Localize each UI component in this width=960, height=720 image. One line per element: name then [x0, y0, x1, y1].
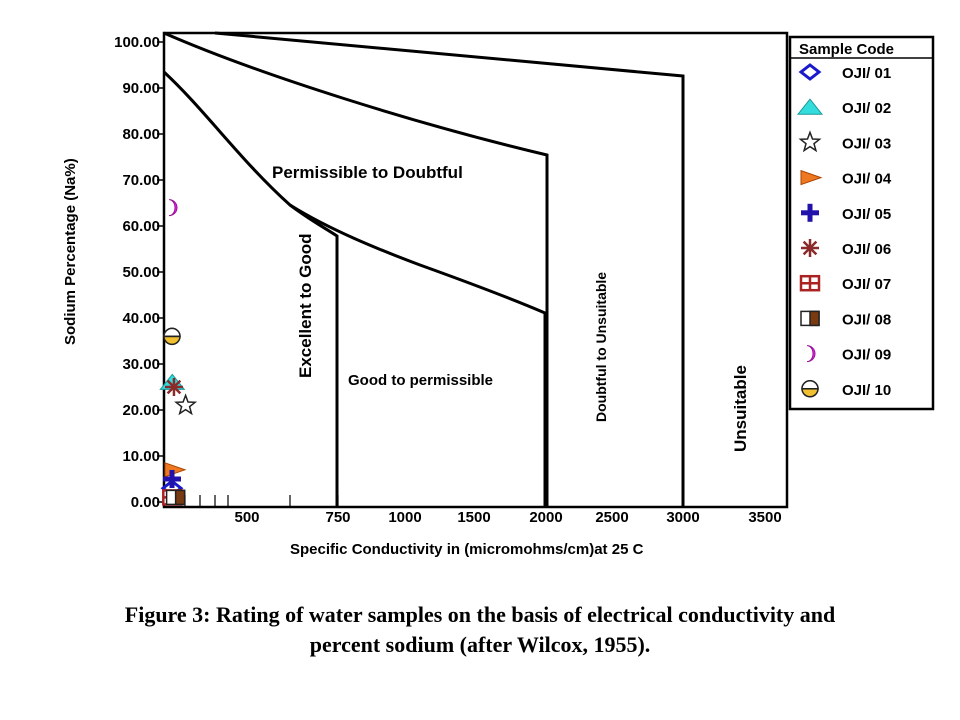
point-oji-06 — [164, 378, 183, 396]
y-axis-title: Sodium Percentage (Na%) — [62, 158, 79, 345]
y-tick-label: 40.00 — [122, 310, 160, 327]
legend-marker-oji-08 — [800, 310, 820, 327]
x-axis-title-suffix: at 25 C — [594, 541, 643, 558]
y-tick-label: 70.00 — [122, 172, 160, 189]
y-tick-label: 80.00 — [122, 126, 160, 143]
point-oji-10 — [163, 327, 181, 346]
legend-marker-oji-01 — [798, 63, 822, 81]
region-unsuitable: Unsuitable — [731, 365, 750, 452]
legend-item-oji-10: OJI/ 10 — [801, 380, 891, 399]
sample-points — [159, 199, 198, 506]
legend-label-oji-05: OJI/ 05 — [842, 206, 891, 223]
legend-marker-oji-04 — [800, 169, 823, 186]
x-axis: 500 750 1000 1500 2000 2500 3000 3500 — [184, 495, 782, 526]
legend-label-oji-09: OJI/ 09 — [842, 347, 891, 364]
wilcox-diagram: 0.00 10.00 20.00 30.00 40.00 50.00 60.00 70.00 8… — [62, 31, 935, 558]
caption-line-2: percent sodium (after Wilcox, 1955). — [309, 632, 651, 657]
legend-title: Sample Code — [799, 41, 894, 58]
point-oji-04 — [164, 462, 187, 478]
x-tick-label: 2000 — [529, 509, 562, 526]
legend-marker-oji-02 — [796, 98, 824, 115]
legend-label-oji-08: OJI/ 08 — [842, 311, 891, 328]
legend-items: OJI/ 01 OJI/ 02 OJI/ 03 OJI/ 04 OJI/ 05 OJI/ … — [796, 63, 892, 399]
legend-label-oji-10: OJI/ 10 — [842, 382, 891, 399]
legend-label-oji-04: OJI/ 04 — [842, 171, 892, 188]
point-oji-05 — [163, 470, 181, 488]
legend-item-oji-08: OJI/ 08 — [800, 310, 891, 328]
x-tick-label: 1500 — [457, 509, 490, 526]
caption-line-1: Figure 3: Rating of water samples on the… — [124, 602, 836, 627]
x-axis-title-main: Specific Conductivity in (micromohms/cm) — [290, 541, 594, 558]
region-permissible-to-doubtful: Permissible to Doubtful — [272, 163, 463, 182]
x-tick-label: 750 — [325, 509, 350, 526]
legend-label-oji-07: OJI/ 07 — [842, 276, 891, 293]
y-tick-label: 90.00 — [122, 80, 160, 97]
legend-label-oji-06: OJI/ 06 — [842, 241, 891, 258]
point-oji-08 — [165, 489, 186, 506]
legend-marker-oji-06 — [801, 239, 819, 257]
legend-item-oji-07: OJI/ 07 — [799, 274, 891, 293]
legend-marker-oji-03 — [798, 130, 822, 153]
y-tick-label: 50.00 — [122, 264, 160, 281]
point-oji-03 — [174, 393, 198, 416]
x-tick-label: 3500 — [748, 509, 781, 526]
region-good-to-permissible: Good to permissible — [348, 372, 493, 389]
point-oji-09 — [168, 199, 178, 217]
legend: Sample Code OJI/ 01 OJI/ 02 OJI/ 03 OJI/ 04… — [788, 35, 935, 411]
boundary-permissible-doubtful — [289, 203, 547, 507]
boundary-doubtful-unsuitable — [163, 31, 549, 507]
legend-item-oji-05: OJI/ 05 — [801, 203, 891, 223]
legend-item-oji-09: OJI/ 09 — [806, 345, 891, 364]
legend-item-oji-01: OJI/ 01 — [798, 63, 891, 82]
legend-label-oji-02: OJI/ 02 — [842, 100, 891, 117]
region-excellent-to-good: Excellent to Good — [296, 233, 315, 378]
legend-item-oji-06: OJI/ 06 — [801, 239, 891, 258]
legend-label-oji-03: OJI/ 03 — [842, 135, 891, 152]
y-tick-label: 20.00 — [122, 402, 160, 419]
boundary-excellent-good — [162, 70, 339, 507]
y-tick-label: 10.00 — [122, 448, 160, 465]
plot-frame — [162, 31, 789, 509]
x-tick-label: 3000 — [666, 509, 699, 526]
x-tick-label: 1000 — [388, 509, 421, 526]
y-tick-label: 60.00 — [122, 218, 160, 235]
y-axis: 0.00 10.00 20.00 30.00 40.00 50.00 60.00 70.00 8… — [114, 34, 164, 511]
y-tick-label: 0.00 — [131, 494, 160, 511]
legend-marker-oji-09 — [806, 345, 816, 363]
legend-marker-oji-05 — [801, 203, 819, 222]
boundary-unsuitable — [214, 31, 685, 507]
region-doubtful-to-unsuitable: Doubtful to Unsuitable — [593, 272, 609, 422]
x-axis-title: Specific Conductivity in (micromohms/cm)… — [290, 541, 644, 558]
legend-label-oji-01: OJI/ 01 — [842, 65, 891, 82]
x-tick-label: 500 — [234, 509, 259, 526]
legend-marker-oji-10 — [801, 380, 819, 398]
y-tick-label: 30.00 — [122, 356, 160, 373]
legend-box — [788, 35, 935, 411]
legend-item-oji-04: OJI/ 04 — [800, 169, 892, 188]
y-tick-label: 100.00 — [114, 34, 160, 51]
legend-marker-oji-07 — [799, 274, 821, 292]
legend-item-oji-02: OJI/ 02 — [796, 98, 891, 117]
x-tick-label: 2500 — [595, 509, 628, 526]
figure-caption: Figure 3: Rating of water samples on the… — [0, 600, 960, 660]
region-boundaries — [162, 31, 685, 507]
legend-item-oji-03: OJI/ 03 — [798, 130, 891, 153]
